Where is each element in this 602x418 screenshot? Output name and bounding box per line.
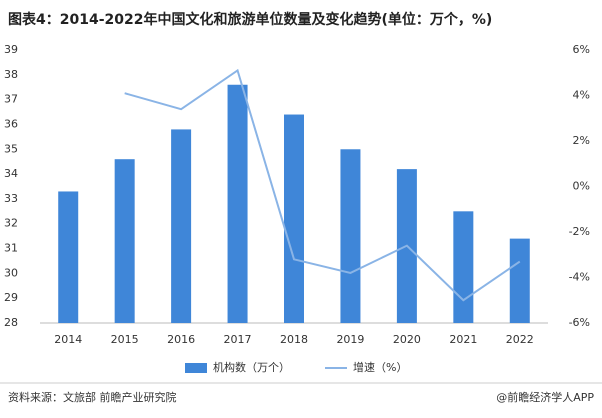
x-tick-label: 2022: [506, 333, 534, 346]
legend-label: 增速（%）: [353, 360, 407, 374]
y-tick-label: 33: [4, 192, 18, 205]
y2-tick-label: 0%: [573, 180, 590, 193]
x-tick-label: 2018: [280, 333, 308, 346]
bar: [171, 129, 192, 323]
legend-label: 机构数（万个）: [213, 360, 290, 374]
x-tick-label: 2014: [54, 333, 82, 346]
bar: [284, 114, 304, 323]
y-tick-label: 35: [4, 142, 18, 155]
y-tick-label: 29: [4, 291, 18, 304]
y2-tick-label: -6%: [569, 316, 590, 329]
y-tick-label: 36: [4, 117, 18, 130]
x-tick-label: 2017: [224, 333, 252, 346]
y2-tick-label: 6%: [573, 43, 590, 56]
line: [124, 68, 521, 302]
bar: [114, 159, 135, 323]
y2-tick-label: 4%: [573, 89, 590, 102]
y-tick-label: 32: [4, 217, 18, 230]
y2-tick-label: 2%: [573, 134, 590, 147]
credit: @前瞻经济学人APP: [496, 390, 594, 404]
bar: [227, 84, 248, 323]
y-tick-label: 38: [4, 68, 18, 81]
y-tick-label: 37: [4, 93, 18, 106]
y-tick-label: 34: [4, 167, 18, 180]
bar: [340, 149, 361, 323]
y-tick-label: 39: [4, 43, 18, 56]
x-tick-label: 2020: [393, 333, 421, 346]
bar: [453, 211, 474, 323]
x-tick-label: 2019: [336, 333, 364, 346]
y-tick-label: 28: [4, 316, 18, 329]
y-tick-label: 30: [4, 266, 18, 279]
y-tick-label: 31: [4, 242, 18, 255]
chart-title: 图表4：2014-2022年中国文化和旅游单位数量及变化趋势(单位：万个，%): [8, 11, 492, 28]
x-tick-label: 2021: [449, 333, 477, 346]
x-tick-label: 2015: [111, 333, 139, 346]
legend-swatch: [185, 363, 207, 373]
y2-tick-label: -4%: [569, 271, 590, 284]
source: 资料来源：文旅部 前瞻产业研究院: [8, 390, 177, 404]
bar: [58, 191, 79, 323]
y2-tick-label: -2%: [569, 225, 590, 238]
bar: [509, 238, 530, 323]
x-tick-label: 2016: [167, 333, 195, 346]
